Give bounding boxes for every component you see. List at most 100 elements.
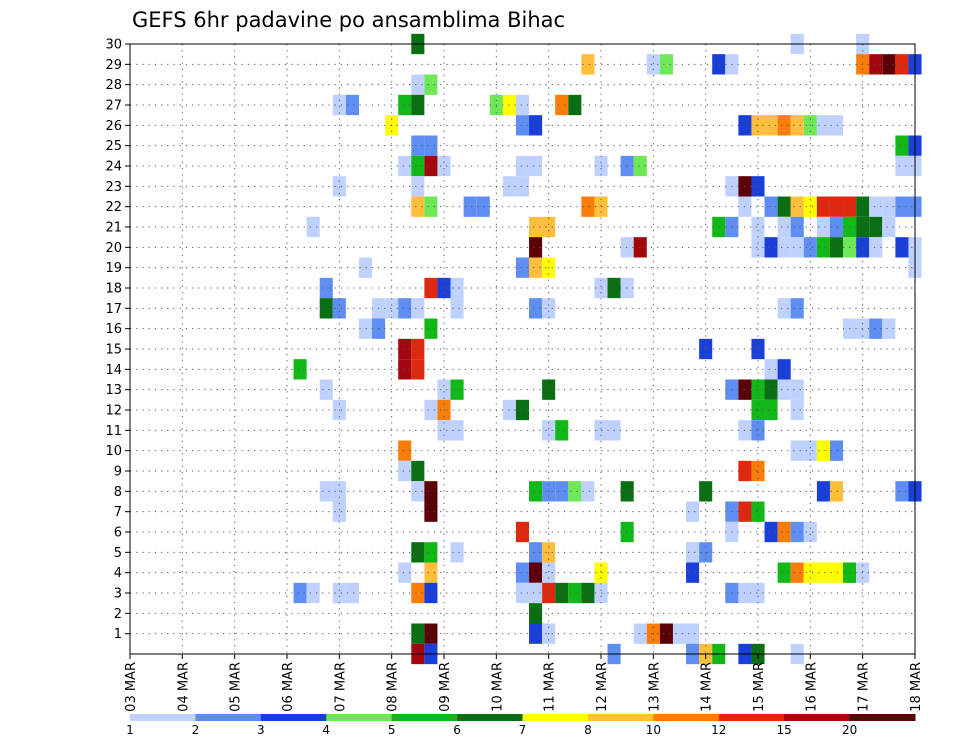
heatmap-cell bbox=[411, 542, 425, 563]
heatmap-cell bbox=[829, 237, 844, 258]
heatmap-cell bbox=[424, 196, 438, 217]
heatmap-cell bbox=[385, 298, 399, 319]
heatmap-cell bbox=[529, 623, 543, 644]
heatmap-cell bbox=[437, 155, 451, 177]
heatmap-cell bbox=[594, 155, 608, 177]
heatmap-cell bbox=[306, 216, 320, 238]
heatmap-cell bbox=[869, 196, 883, 217]
heatmap-cell bbox=[319, 298, 333, 319]
heatmap-cell bbox=[568, 582, 582, 604]
heatmap-cell bbox=[790, 399, 804, 421]
heatmap-cell bbox=[777, 359, 791, 380]
colorbar-swatch bbox=[653, 714, 720, 721]
y-tick-label: 19 bbox=[105, 261, 122, 276]
heatmap-cell bbox=[816, 196, 830, 217]
y-tick-label: 27 bbox=[105, 99, 122, 114]
y-tick-label: 6 bbox=[114, 526, 122, 541]
heatmap-cell bbox=[777, 216, 791, 238]
heatmap-cell bbox=[450, 542, 464, 563]
heatmap-cell bbox=[542, 582, 556, 604]
heatmap-cell bbox=[450, 420, 464, 441]
y-tick-label: 12 bbox=[105, 404, 122, 419]
heatmap-cell bbox=[529, 237, 543, 258]
colorbar-swatch bbox=[587, 714, 654, 721]
heatmap-cell bbox=[332, 176, 346, 197]
heatmap-cell bbox=[777, 237, 791, 258]
heatmap-cell bbox=[751, 582, 765, 604]
heatmap-cell bbox=[764, 399, 778, 421]
y-tick-label: 2 bbox=[114, 607, 122, 622]
x-tick-label: 10 MAR bbox=[490, 662, 505, 712]
heatmap-cell bbox=[411, 460, 425, 482]
heatmap-cell bbox=[293, 359, 307, 380]
heatmap-cell bbox=[437, 277, 451, 299]
heatmap-cell bbox=[594, 277, 608, 299]
heatmap-cell bbox=[869, 216, 883, 238]
heatmap-cell bbox=[790, 562, 804, 583]
heatmap-cell bbox=[777, 115, 791, 136]
x-tick-label: 08 MAR bbox=[386, 662, 401, 712]
heatmap-cell bbox=[424, 623, 438, 644]
heatmap-cell bbox=[529, 562, 543, 583]
heatmap-cell bbox=[358, 257, 373, 278]
y-tick-label: 24 bbox=[105, 160, 122, 175]
colorbar-swatch bbox=[195, 714, 262, 721]
heatmap-cell bbox=[515, 562, 530, 583]
heatmap-cell bbox=[816, 481, 830, 502]
heatmap-cell bbox=[777, 521, 791, 543]
y-tick-label: 22 bbox=[105, 200, 122, 215]
heatmap-cell bbox=[829, 562, 844, 583]
x-tick-label: 12 MAR bbox=[595, 662, 610, 712]
heatmap-cell bbox=[542, 420, 556, 441]
heatmap-cell bbox=[424, 277, 438, 299]
heatmap-cell bbox=[803, 237, 817, 258]
colorbar-label: 20 bbox=[842, 723, 857, 737]
heatmap-cell bbox=[790, 298, 804, 319]
heatmap-cell bbox=[345, 94, 359, 116]
heatmap-cell bbox=[424, 562, 438, 583]
heatmap-cell bbox=[515, 582, 530, 604]
y-tick-label: 21 bbox=[105, 221, 122, 236]
heatmap-cell bbox=[777, 562, 791, 583]
heatmap-cell bbox=[777, 196, 791, 217]
heatmap-cell bbox=[411, 481, 425, 502]
heatmap-cell bbox=[594, 582, 608, 604]
x-tick-label: 14 MAR bbox=[700, 662, 715, 712]
x-tick-label: 05 MAR bbox=[229, 662, 244, 712]
heatmap-cell bbox=[594, 420, 608, 441]
heatmap-cell bbox=[345, 582, 359, 604]
heatmap-cell bbox=[790, 196, 804, 217]
heatmap-cell bbox=[463, 196, 477, 217]
heatmap-cell bbox=[672, 623, 687, 644]
heatmap-cell bbox=[659, 54, 673, 75]
y-tick-label: 14 bbox=[105, 363, 122, 378]
heatmap-cell bbox=[646, 54, 660, 75]
grid-lines bbox=[129, 43, 916, 654]
heatmap-cell bbox=[895, 481, 909, 502]
heatmap-cell bbox=[659, 623, 673, 644]
heatmap-cell bbox=[751, 237, 765, 258]
heatmap-cell bbox=[398, 298, 412, 319]
heatmap-cell bbox=[450, 277, 464, 299]
heatmap-cell bbox=[450, 298, 464, 319]
heatmap-cell bbox=[411, 155, 425, 177]
x-tick-label: 09 MAR bbox=[438, 662, 453, 712]
colorbar-swatch bbox=[718, 714, 785, 721]
heatmap-cell bbox=[515, 155, 530, 177]
heatmap-cell bbox=[686, 623, 700, 644]
colorbar-swatch bbox=[326, 714, 393, 721]
heatmap-cell bbox=[633, 237, 647, 258]
heatmap-cell bbox=[529, 481, 543, 502]
heatmap-cell bbox=[332, 501, 346, 522]
heatmap-cell bbox=[476, 196, 490, 217]
heatmap-cell bbox=[751, 379, 765, 400]
heatmap-cell bbox=[790, 237, 804, 258]
heatmap-cell bbox=[529, 115, 543, 136]
heatmap-cell bbox=[529, 582, 543, 604]
heatmap-cell bbox=[502, 399, 516, 421]
heatmap-cell bbox=[398, 155, 412, 177]
heatmap-cell bbox=[542, 562, 556, 583]
heatmap-cell bbox=[529, 298, 543, 319]
heatmap-cell bbox=[424, 135, 438, 156]
heatmap-cell bbox=[424, 582, 438, 604]
